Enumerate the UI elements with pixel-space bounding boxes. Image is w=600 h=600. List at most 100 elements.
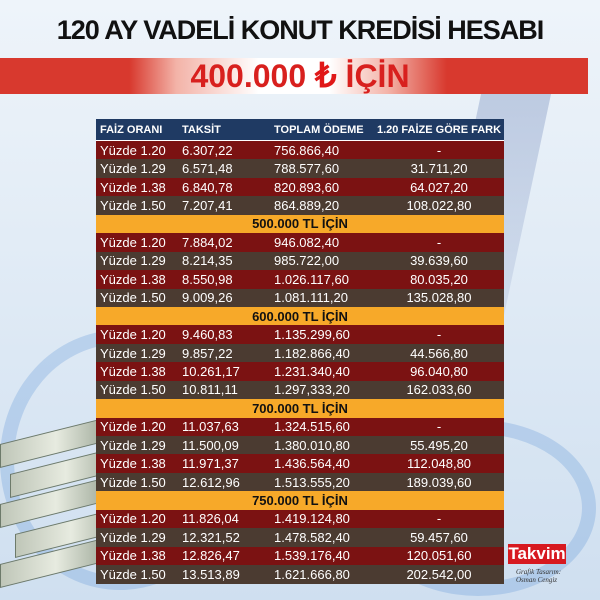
header-total: TOPLAM ÖDEME	[274, 123, 364, 136]
table-row: Yüzde 1.20 11.826,04 1.419.124,80 -	[96, 509, 504, 529]
difference-cell: 162.033,60	[406, 382, 472, 398]
rate-cell: Yüzde 1.20	[100, 327, 166, 343]
total-cell: 1.081.111,20	[274, 290, 348, 306]
table-row: Yüzde 1.29 12.321,52 1.478.582,40 59.457,60	[96, 528, 504, 547]
difference-cell: 96.040,80	[410, 363, 468, 379]
section-header: 500.000 TL İÇİN	[96, 214, 504, 234]
total-cell: 1.419.124,80	[274, 511, 350, 527]
rate-cell: Yüzde 1.50	[100, 474, 166, 490]
installment-cell: 8.214,35	[182, 253, 233, 269]
difference-cell: 80.035,20	[410, 271, 468, 287]
difference-cell: -	[436, 142, 442, 158]
installment-cell: 6.571,48	[182, 161, 233, 177]
subtitle-band	[0, 58, 588, 94]
total-cell: 1.436.564,40	[274, 456, 350, 472]
rate-cell: Yüzde 1.38	[100, 363, 166, 379]
section-header: 750.000 TL İÇİN	[96, 491, 504, 510]
lira-icon: ₺	[315, 57, 337, 95]
rate-cell: Yüzde 1.20	[100, 142, 166, 158]
installment-cell: 6.307,22	[182, 142, 233, 158]
installment-cell: 9.857,22	[182, 345, 233, 361]
rate-cell: Yüzde 1.50	[100, 198, 166, 214]
rate-cell: Yüzde 1.20	[100, 511, 166, 527]
total-cell: 1.135.299,60	[274, 327, 350, 343]
total-cell: 820.893,60	[274, 179, 340, 195]
table-row: Yüzde 1.50 13.513,89 1.621.666,80 202.542,0…	[96, 565, 504, 584]
rate-cell: Yüzde 1.38	[100, 271, 166, 287]
rate-cell: Yüzde 1.38	[100, 548, 166, 564]
total-cell: 756.866,40	[274, 142, 340, 158]
header-installment: TAKSİT	[182, 123, 221, 136]
installment-cell: 12.826,47	[182, 548, 240, 564]
installment-cell: 8.550,98	[182, 271, 233, 287]
table-row: Yüzde 1.29 9.857,22 1.182.866,40 44.566,80	[96, 343, 504, 363]
total-cell: 1.231.340,40	[274, 363, 350, 379]
section-header: 600.000 TL İÇİN	[96, 306, 504, 326]
table-row: Yüzde 1.20 6.307,22 756.866,40 -	[96, 141, 504, 160]
rate-cell: Yüzde 1.29	[100, 161, 166, 177]
credit-name: Osman Cengiz	[516, 576, 558, 584]
installment-cell: 9.460,83	[182, 327, 233, 343]
difference-cell: 189.039,60	[406, 474, 472, 490]
total-cell: 788.577,60	[274, 161, 340, 177]
total-cell: 864.889,20	[274, 198, 340, 214]
total-cell: 946.082,40	[274, 234, 340, 250]
credit-line: Grafik Tasarım:	[516, 568, 562, 576]
installment-cell: 13.513,89	[182, 566, 240, 582]
rate-cell: Yüzde 1.20	[100, 234, 166, 250]
total-cell: 1.380.010,80	[274, 437, 350, 453]
rate-cell: Yüzde 1.50	[100, 290, 166, 306]
rate-cell: Yüzde 1.38	[100, 456, 166, 472]
difference-cell: 31.711,20	[410, 161, 468, 177]
table-row: Yüzde 1.29 8.214,35 985.722,00 39.639,60	[96, 251, 504, 271]
header-rate: FAİZ ORANI	[100, 123, 163, 136]
installment-cell: 11.826,04	[182, 511, 239, 527]
total-cell: 1.478.582,40	[274, 529, 350, 545]
difference-cell: 59.457,60	[410, 529, 468, 545]
table-row: Yüzde 1.38 11.971,37 1.436.564,40 112.048,8…	[96, 454, 504, 473]
total-cell: 1.297,333,20	[274, 382, 350, 398]
table-row: Yüzde 1.38 6.840,78 820.893,60 64.027,20	[96, 177, 504, 197]
difference-cell: 55.495,20	[410, 437, 468, 453]
table-row: Yüzde 1.38 12.826,47 1.539.176,40 120.051,6…	[96, 546, 504, 566]
installment-cell: 12.321,52	[182, 529, 240, 545]
installment-cell: 10.261,17	[182, 363, 240, 379]
installment-cell: 10.811,11	[182, 382, 238, 398]
subtitle: 400.000 ₺ İÇİN	[0, 56, 600, 96]
installment-cell: 7.884,02	[182, 234, 233, 250]
total-cell: 1.539.176,40	[274, 548, 350, 564]
difference-cell: -	[436, 234, 442, 250]
design-credit: Grafik Tasarım: Osman Cengiz	[516, 568, 561, 584]
difference-cell: 202.542,00	[406, 566, 472, 582]
table-row: Yüzde 1.50 12.612,96 1.513.555,20 189.039,6…	[96, 472, 504, 492]
table-row: Yüzde 1.50 9.009,26 1.081.111,20 135.028,80	[96, 288, 504, 307]
difference-cell: 135.028,80	[406, 290, 472, 306]
installment-cell: 12.612,96	[182, 474, 240, 490]
table-row: Yüzde 1.20 11.037,63 1.324.515,60 -	[96, 417, 504, 436]
table-row: Yüzde 1.20 9.460,83 1.135.299,60 -	[96, 325, 504, 344]
total-cell: 1.182.866,40	[274, 345, 350, 361]
total-cell: 1.621.666,80	[274, 566, 350, 582]
difference-cell: 112.048,80	[406, 456, 472, 472]
table-row: Yüzde 1.29 11.500,09 1.380.010,80 55.495,20	[96, 436, 504, 455]
difference-cell: -	[436, 327, 442, 343]
page-title: 120 AY VADELİ KONUT KREDİSİ HESABI	[56, 15, 545, 45]
table-header: FAİZ ORANI TAKSİT TOPLAM ÖDEME 1.20 FAİZ…	[96, 119, 504, 141]
rate-cell: Yüzde 1.50	[100, 382, 166, 398]
table-row: Yüzde 1.38 10.261,17 1.231.340,40 96.040,80	[96, 362, 504, 381]
difference-cell: 64.027,20	[410, 179, 468, 195]
difference-cell: 44.566,80	[410, 345, 468, 361]
table-row: Yüzde 1.29 6.571,48 788.577,60 31.711,20	[96, 159, 504, 178]
difference-cell: 120.051,60	[406, 548, 472, 564]
total-cell: 1.026.117,60	[274, 271, 349, 287]
loan-table: FAİZ ORANI TAKSİT TOPLAM ÖDEME 1.20 FAİZ…	[96, 119, 504, 584]
table-row: Yüzde 1.50 7.207,41 864.889,20 108.022,80	[96, 196, 504, 215]
installment-cell: 11.971,37	[182, 456, 239, 472]
installment-cell: 11.500,09	[182, 437, 239, 453]
total-cell: 1.513.555,20	[274, 474, 350, 490]
table-row: Yüzde 1.20 7.884,02 946.082,40 -	[96, 233, 504, 252]
installment-cell: 7.207,41	[182, 198, 233, 214]
difference-cell: -	[436, 419, 442, 435]
rate-cell: Yüzde 1.29	[100, 345, 166, 361]
rate-cell: Yüzde 1.29	[100, 529, 166, 545]
